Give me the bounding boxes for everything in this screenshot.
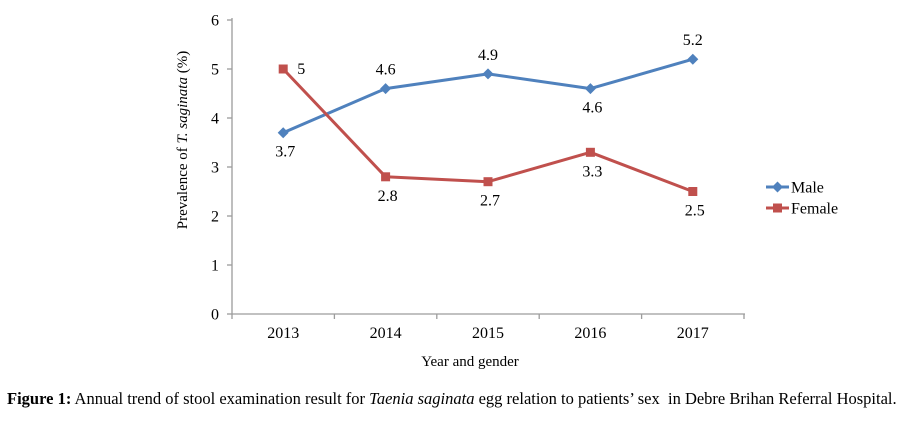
data-point-label-female: 3.3 <box>582 163 602 180</box>
x-tick-label: 2015 <box>472 325 504 342</box>
figure-caption-text-1: Annual trend of stool examination result… <box>71 389 370 408</box>
x-tick-label: 2014 <box>370 325 402 342</box>
y-tick-label: 1 <box>211 258 219 275</box>
prevalence-line-chart: 0 1 2 3 4 5 6 2013 2014 2015 2016 2017 Year and gend… <box>175 13 838 371</box>
data-point-label-male: 4.6 <box>582 100 602 117</box>
data-point-label-female: 2.5 <box>685 203 705 220</box>
y-tick-label: 3 <box>211 160 219 177</box>
data-point-marker-male-icon <box>277 127 289 139</box>
data-point-marker-male-icon <box>482 68 494 80</box>
data-point-marker-male-icon <box>584 83 596 95</box>
figure-caption: Figure 1: Annual trend of stool examinat… <box>7 389 897 409</box>
data-point-label-male: 4.6 <box>376 62 396 79</box>
x-tick-label: 2017 <box>677 325 709 342</box>
data-point-marker-female-icon <box>381 172 391 182</box>
legend-marker-female-icon <box>773 203 782 213</box>
x-tick-label: 2013 <box>267 325 299 342</box>
legend-label-male: Male <box>791 180 824 197</box>
y-tick-label: 5 <box>211 62 219 79</box>
data-point-label-male: 5.2 <box>683 32 703 49</box>
figure-caption-italic-term: Taenia saginata <box>369 389 475 408</box>
y-tick-label: 4 <box>211 111 219 128</box>
x-axis-title: Year and gender <box>421 354 519 370</box>
y-tick-label: 6 <box>211 13 219 30</box>
data-point-label-female: 2.8 <box>378 188 398 205</box>
figure-caption-text-2: egg relation to patients’ sex in Debre B… <box>474 389 897 408</box>
figure-caption-label: Figure 1: <box>7 389 72 408</box>
data-point-label-male: 3.7 <box>275 144 295 161</box>
legend-label-female: Female <box>791 201 838 218</box>
data-point-marker-female-icon <box>585 147 595 157</box>
legend-marker-male-icon <box>772 181 783 193</box>
y-tick-label: 2 <box>211 209 219 226</box>
data-point-label-male: 4.9 <box>478 47 498 64</box>
data-point-marker-male-icon <box>687 53 699 65</box>
y-tick-label: 0 <box>211 307 219 324</box>
data-point-marker-female-icon <box>688 187 698 196</box>
data-point-marker-male-icon <box>380 83 392 95</box>
series-line-female <box>282 67 694 193</box>
y-axis-title: Prevalence of T. saginata (%) <box>175 51 191 229</box>
data-point-label-female: 2.7 <box>480 193 500 210</box>
data-point-marker-female-icon <box>278 64 288 74</box>
data-point-marker-female-icon <box>483 177 493 187</box>
x-tick-label: 2016 <box>574 325 606 342</box>
data-point-label-female: 5 <box>297 61 305 78</box>
